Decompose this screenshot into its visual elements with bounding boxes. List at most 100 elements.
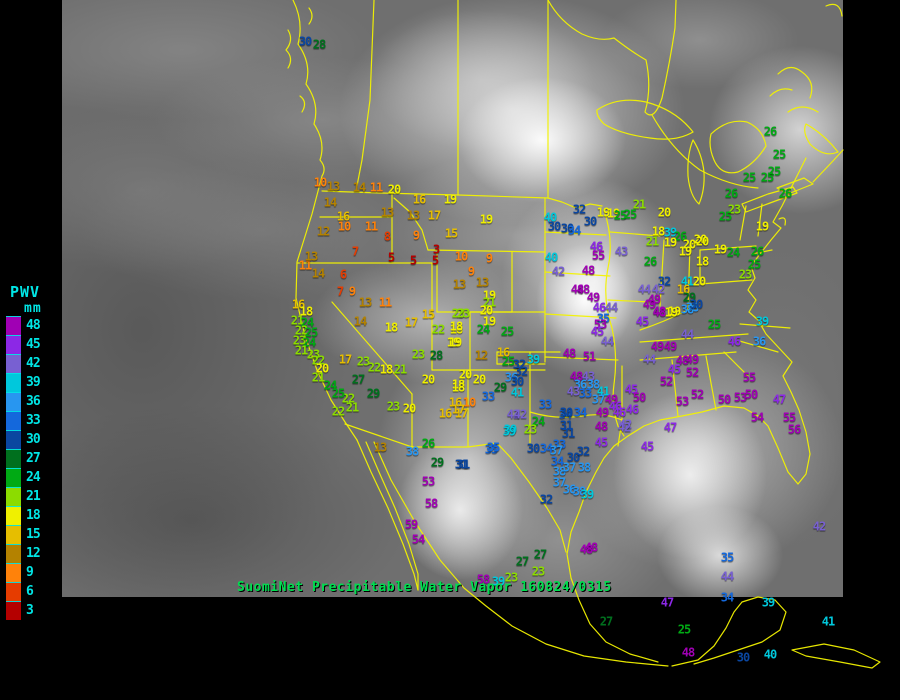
station-value: 34 [539,441,553,456]
station-value: 13 [373,440,387,455]
station-value: 25 [623,207,637,222]
station-value: 47 [663,420,677,435]
legend-step: 48 [6,316,62,335]
legend-step-label: 6 [26,584,34,599]
station-value: 49 [586,290,600,305]
station-value: 17 [454,406,468,421]
station-value: 49 [685,352,699,367]
station-value: 20 [402,401,416,416]
station-value: 34 [567,223,581,238]
legend-step-label: 15 [26,527,41,542]
station-value: 25 [613,208,627,223]
station-value: 56 [787,422,801,437]
station-value: 53 [421,474,435,489]
station-value: 26 [673,229,687,244]
station-value: 23 [411,347,425,362]
station-value: 35 [486,440,500,455]
legend-step: 24 [6,468,62,487]
station-value: 29 [682,290,696,305]
station-value: 48 [576,282,590,297]
station-value: 22 [431,322,445,337]
station-value: 10 [337,219,351,234]
station-value: 13 [326,179,340,194]
station-value: 23 [456,306,470,321]
station-value: 52 [685,365,699,380]
station-value: 44 [600,334,614,349]
station-value: 38 [586,377,600,392]
legend-scale: 48 45 42 39 36 33 30 27 24 21 18 15 12 9 6 3 [6,316,62,620]
station-value: 29 [430,455,444,470]
station-value: 18 [299,304,313,319]
station-value: 20 [695,234,709,249]
legend-swatch [6,563,21,582]
station-value: 48 [681,645,695,660]
station-value: 40 [544,250,558,265]
legend-step: 9 [6,563,62,582]
station-value: 25 [331,386,345,401]
station-value: 30 [689,297,703,312]
station-value: 11 [369,180,383,195]
station-value: 20 [458,367,472,382]
station-value: 44 [604,300,618,315]
station-value: 39 [580,487,594,502]
station-value: 42 [812,519,826,534]
station-value: 45 [635,314,649,329]
legend-step: 6 [6,582,62,601]
station-value: 30 [566,450,580,465]
station-value: 11 [298,258,312,273]
station-value: 48 [675,353,689,368]
station-value: 44 [680,327,694,342]
caption: SuomiNet Precipitable Water Vapor 160824… [237,580,612,595]
station-value: 11 [378,295,392,310]
station-value: 30 [298,34,312,49]
station-value: 19 [482,288,496,303]
station-value: 37 [591,392,605,407]
station-value: 35 [596,311,610,326]
station-value: 13 [358,295,372,310]
station-value: 23 [386,399,400,414]
station-value: 48 [594,419,608,434]
station-value: 21 [345,400,359,415]
station-value: 19 [596,205,610,220]
station-value: 20 [682,237,696,252]
station-value: 49 [663,339,677,354]
station-value: 27 [533,547,547,562]
legend-swatch [6,392,21,411]
station-value: 49 [647,292,661,307]
station-value: 45 [667,362,681,377]
station-value: 18 [449,319,463,334]
station-value: 20 [479,303,493,318]
station-value: 41 [821,614,835,629]
station-value: 33 [481,389,495,404]
station-value: 7 [351,244,359,259]
station-value: 17 [451,402,465,417]
legend-step-label: 33 [26,413,41,428]
legend-step: 33 [6,411,62,430]
station-value: 8 [383,229,391,244]
station-value: 22 [331,404,345,419]
station-value: 32 [576,444,590,459]
station-value: 20 [315,361,329,376]
station-value: 38 [577,460,591,475]
station-value: 23 [306,347,320,362]
station-value: 32 [572,202,586,217]
station-value: 19 [755,219,769,234]
station-value: 48 [579,542,593,557]
station-value: 39 [503,422,517,437]
station-value: 3 [432,242,440,257]
station-value: 38 [405,444,419,459]
station-value: 16 [676,282,690,297]
station-value: 43 [581,369,595,384]
station-value: 38 [572,484,586,499]
station-value: 49 [650,339,664,354]
station-value: 19 [667,304,681,319]
station-value: 13 [475,275,489,290]
station-value: 29 [493,380,507,395]
legend-step-label: 24 [26,470,41,485]
station-value: 51 [582,349,596,364]
station-value: 19 [482,314,496,329]
station-value: 31 [456,457,470,472]
station-value: 22 [294,323,308,338]
station-value: 19 [606,206,620,221]
